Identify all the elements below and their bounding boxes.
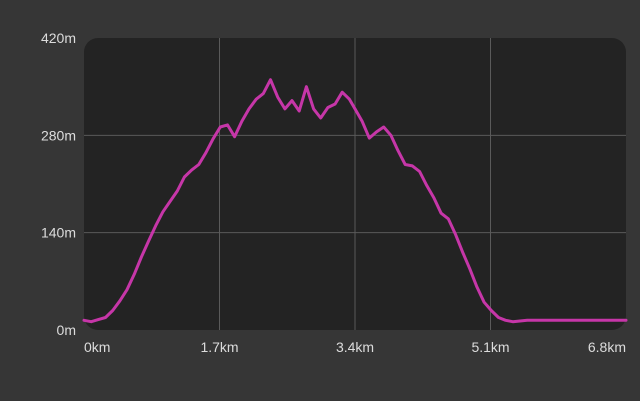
y-tick-labels: 0m 140m 280m 420m [41,30,76,338]
x-tick-label: 0km [84,339,110,355]
y-tick-label: 420m [41,30,76,46]
y-tick-label: 0m [57,322,76,338]
x-tick-label: 3.4km [336,339,374,355]
grid [84,38,626,330]
x-tick-label: 6.8km [588,339,626,355]
x-tick-label: 5.1km [471,339,509,355]
x-tick-labels: 0km 1.7km 3.4km 5.1km 6.8km [84,339,626,355]
elevation-line [82,78,628,324]
y-tick-label: 140m [41,225,76,241]
x-tick-label: 1.7km [200,339,238,355]
y-tick-label: 280m [41,127,76,143]
series-layer [82,78,628,324]
